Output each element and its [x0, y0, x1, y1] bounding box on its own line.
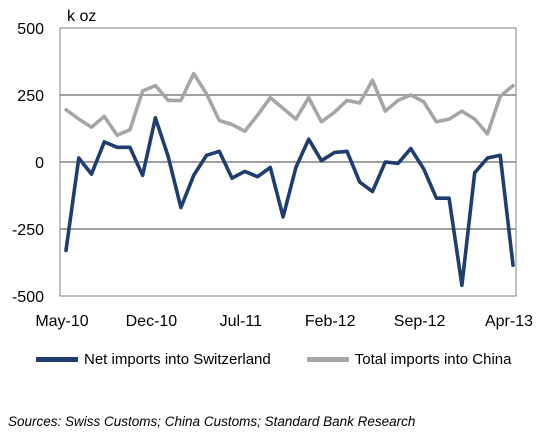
y-tick-label: -500 — [12, 289, 44, 306]
grid-lines — [60, 94, 516, 230]
legend-item-china: Total imports into China — [306, 350, 512, 368]
y-axis-unit-label: k oz — [67, 8, 96, 25]
x-tick-label: Dec-10 — [126, 313, 178, 330]
chart: 500 250 0 -250 -500 May-10 Dec-10 Jul-11 Feb-12… — [12, 8, 533, 330]
x-tick-label: Apr-13 — [485, 313, 533, 330]
legend: Net imports into Switzerland Total impor… — [36, 346, 512, 372]
legend-swatch-switzerland — [36, 356, 78, 362]
legend-label-switzerland: Net imports into Switzerland — [84, 350, 271, 368]
y-tick-label: 0 — [35, 155, 44, 172]
series-line-switzerland — [64, 116, 515, 288]
x-tick-label: May-10 — [35, 313, 88, 330]
x-tick-label: Sep-12 — [394, 313, 446, 330]
x-tick-label: Jul-11 — [220, 313, 262, 330]
y-tick-label: -250 — [12, 222, 44, 239]
x-tick-label: Feb-12 — [305, 313, 356, 330]
y-tick-label: 500 — [17, 21, 44, 38]
series-line-china — [64, 71, 515, 137]
x-axis-ticks: May-10 Dec-10 Jul-11 Feb-12 Sep-12 Apr-13 — [35, 313, 533, 330]
legend-item-switzerland: Net imports into Switzerland — [36, 351, 271, 368]
y-axis-ticks: 500 250 0 -250 -500 — [12, 21, 44, 306]
series-lines — [64, 71, 515, 288]
legend-swatch-china — [306, 356, 349, 362]
legend-label-china: Total imports into China — [354, 350, 512, 368]
source-note: Sources: Swiss Customs; China Customs; S… — [8, 414, 416, 429]
y-tick-label: 250 — [17, 88, 44, 105]
